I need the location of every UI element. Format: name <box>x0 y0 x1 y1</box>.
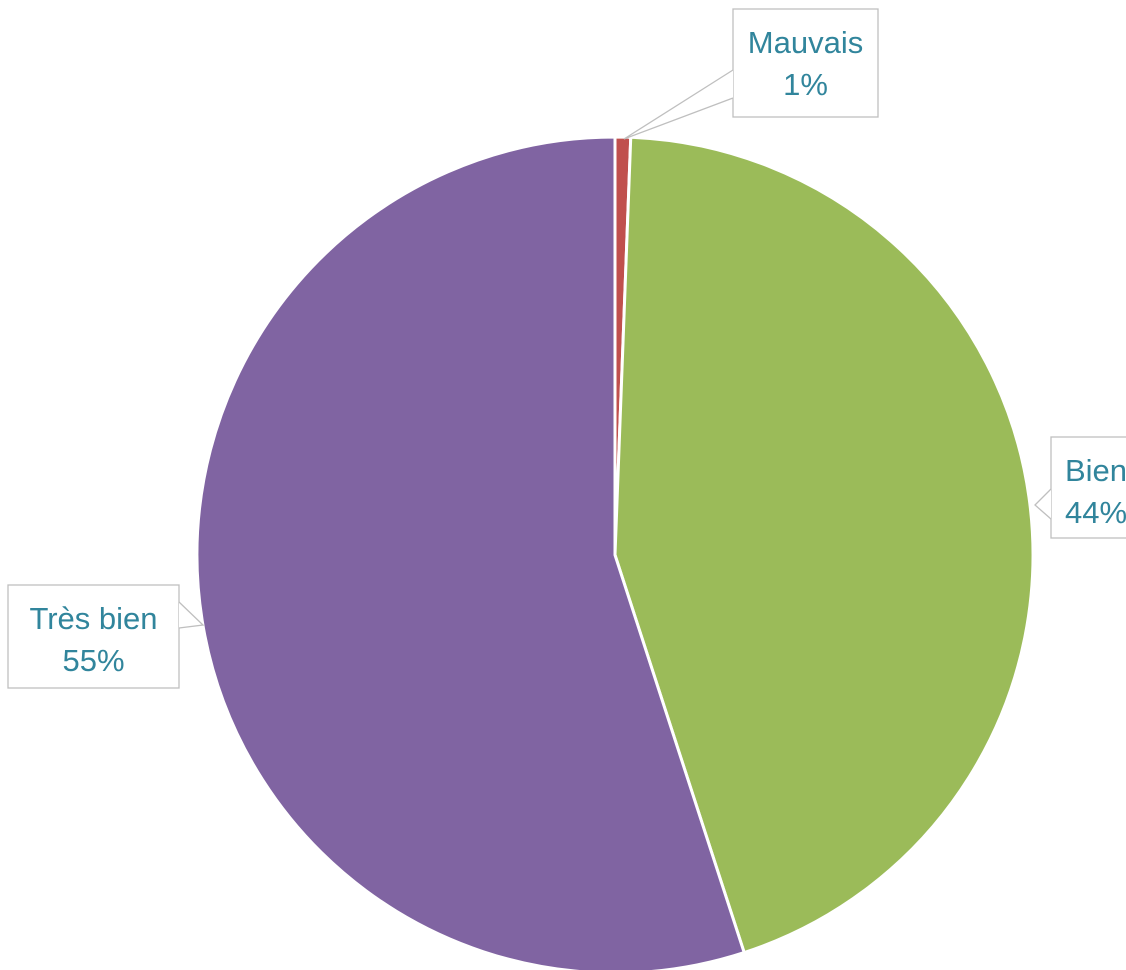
callout-box <box>732 8 879 118</box>
callout-box <box>7 584 180 689</box>
leader-line <box>178 601 205 629</box>
leader-line <box>623 69 734 140</box>
data-label-bien: Bien 44% <box>1034 436 1126 539</box>
data-label-mauvais: Mauvais 1% <box>623 8 879 140</box>
data-label-category: Très bien <box>29 601 157 636</box>
leader-line <box>1034 488 1052 520</box>
data-label-tres-bien: Très bien 55% <box>7 584 205 689</box>
data-label-category: Mauvais <box>748 25 863 60</box>
pie-slice-bien <box>613 135 1035 955</box>
data-label-percent: 1% <box>783 67 828 102</box>
data-labels: Mauvais 1% Bien 44% Très bien 55% <box>7 8 1126 689</box>
data-label-category: Bien <box>1065 453 1126 488</box>
callout-box <box>1050 436 1126 539</box>
pie-slices <box>195 135 1035 970</box>
data-label-percent: 55% <box>62 643 124 678</box>
data-label-percent: 44% <box>1065 495 1126 530</box>
pie-slice-tres-bien <box>195 135 746 970</box>
